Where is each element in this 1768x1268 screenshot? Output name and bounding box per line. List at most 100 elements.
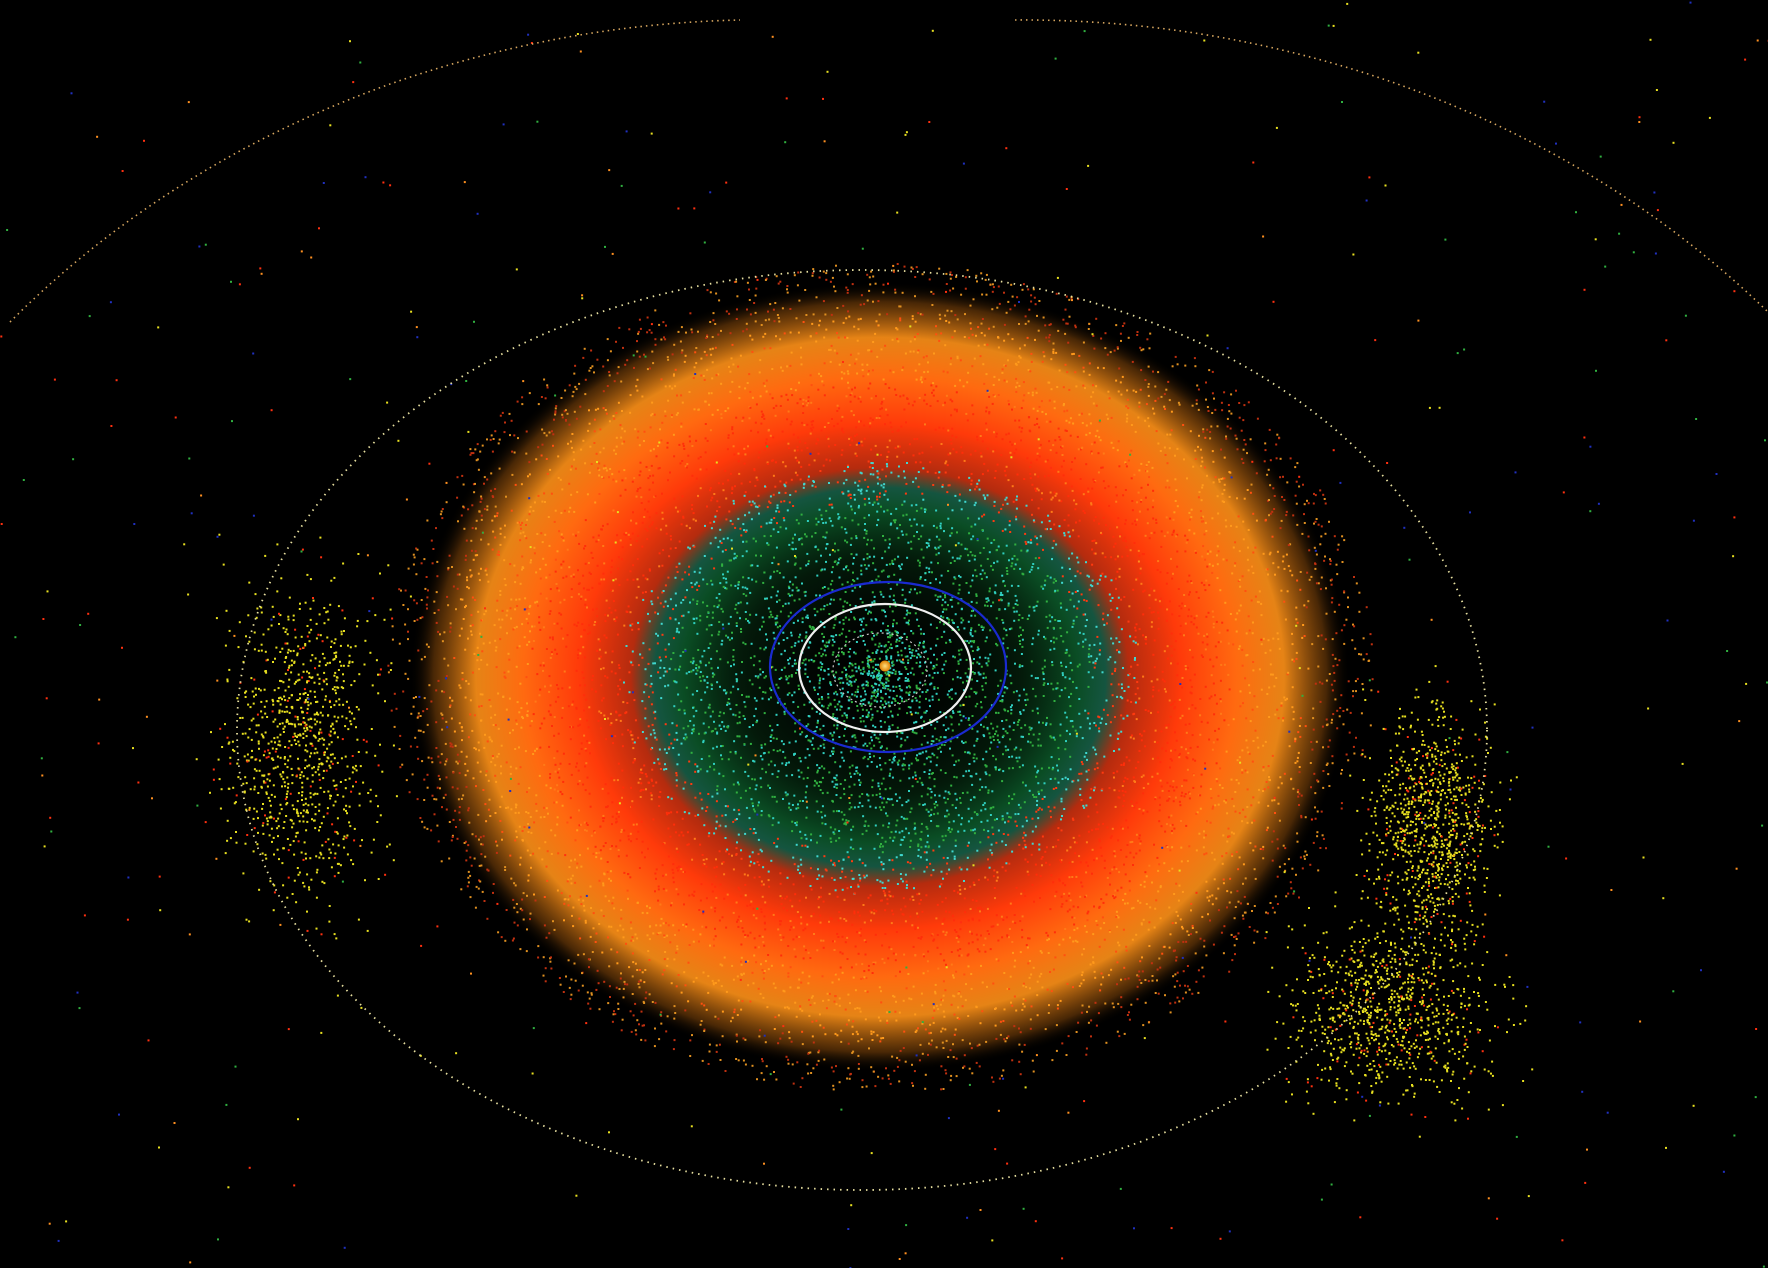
asteroid bbox=[715, 935, 717, 937]
asteroid bbox=[1266, 474, 1268, 476]
asteroid bbox=[609, 420, 611, 422]
asteroid bbox=[623, 830, 625, 832]
asteroid bbox=[1033, 901, 1035, 903]
asteroid bbox=[943, 918, 945, 920]
asteroid bbox=[960, 649, 962, 651]
asteroid bbox=[989, 588, 991, 590]
asteroid bbox=[466, 756, 468, 758]
asteroid bbox=[1185, 780, 1187, 782]
asteroid bbox=[938, 539, 940, 541]
asteroid bbox=[1125, 946, 1127, 948]
asteroid bbox=[1248, 615, 1250, 617]
asteroid bbox=[936, 627, 938, 629]
asteroid bbox=[802, 621, 804, 623]
asteroid bbox=[720, 728, 722, 730]
asteroid bbox=[1236, 612, 1238, 614]
asteroid bbox=[1069, 733, 1071, 735]
asteroid bbox=[881, 900, 883, 902]
asteroid bbox=[1213, 741, 1215, 743]
asteroid bbox=[1125, 856, 1127, 858]
asteroid bbox=[995, 712, 997, 714]
asteroid bbox=[812, 737, 814, 739]
asteroid bbox=[431, 540, 433, 542]
asteroid bbox=[750, 743, 752, 745]
asteroid bbox=[933, 293, 935, 295]
asteroid bbox=[915, 775, 917, 777]
asteroid bbox=[1049, 735, 1051, 737]
asteroid bbox=[1296, 760, 1298, 762]
asteroid bbox=[805, 897, 807, 899]
asteroid bbox=[851, 966, 853, 968]
asteroid bbox=[646, 530, 648, 532]
asteroid bbox=[983, 829, 985, 831]
asteroid bbox=[1171, 832, 1173, 834]
asteroid bbox=[1076, 616, 1078, 618]
asteroid bbox=[1269, 649, 1271, 651]
asteroid bbox=[868, 370, 870, 372]
asteroid bbox=[833, 862, 835, 864]
asteroid bbox=[830, 599, 832, 601]
asteroid bbox=[1249, 630, 1251, 632]
asteroid bbox=[423, 779, 425, 781]
asteroid bbox=[540, 532, 542, 534]
asteroid bbox=[1030, 974, 1032, 976]
asteroid bbox=[1205, 616, 1207, 618]
asteroid bbox=[424, 826, 426, 828]
asteroid bbox=[914, 1013, 916, 1015]
asteroid bbox=[713, 867, 715, 869]
asteroid bbox=[809, 680, 811, 682]
asteroid bbox=[641, 700, 643, 702]
asteroid bbox=[834, 699, 836, 701]
asteroid bbox=[1068, 299, 1070, 301]
asteroid bbox=[410, 713, 412, 715]
asteroid bbox=[736, 318, 738, 320]
asteroid bbox=[904, 753, 906, 755]
asteroid bbox=[976, 850, 978, 852]
asteroid bbox=[1091, 549, 1093, 551]
asteroid bbox=[1338, 604, 1340, 606]
asteroid bbox=[947, 857, 949, 859]
asteroid bbox=[1005, 719, 1007, 721]
asteroid bbox=[751, 339, 753, 341]
asteroid bbox=[860, 304, 862, 306]
asteroid bbox=[1164, 447, 1166, 449]
asteroid bbox=[873, 491, 875, 493]
asteroid bbox=[1037, 601, 1039, 603]
asteroid bbox=[705, 451, 707, 453]
asteroid bbox=[560, 791, 562, 793]
asteroid bbox=[1146, 338, 1148, 340]
asteroid bbox=[939, 596, 941, 598]
asteroid bbox=[1049, 614, 1051, 616]
asteroid bbox=[1181, 926, 1183, 928]
asteroid bbox=[622, 929, 624, 931]
asteroid bbox=[817, 748, 819, 750]
asteroid bbox=[885, 490, 887, 492]
asteroid bbox=[935, 645, 937, 647]
asteroid bbox=[789, 657, 791, 659]
asteroid bbox=[1013, 793, 1015, 795]
asteroid bbox=[1151, 532, 1153, 534]
asteroid bbox=[826, 436, 828, 438]
asteroid bbox=[1122, 790, 1124, 792]
asteroid bbox=[1357, 678, 1359, 680]
asteroid bbox=[558, 590, 560, 592]
asteroid bbox=[1052, 846, 1054, 848]
asteroid bbox=[441, 806, 443, 808]
asteroid bbox=[507, 807, 509, 809]
asteroid bbox=[1095, 542, 1097, 544]
asteroid bbox=[582, 646, 584, 648]
asteroid bbox=[647, 848, 649, 850]
asteroid bbox=[715, 876, 717, 878]
asteroid bbox=[970, 551, 972, 553]
asteroid bbox=[836, 774, 838, 776]
asteroid bbox=[697, 649, 699, 651]
asteroid bbox=[761, 411, 763, 413]
asteroid bbox=[1209, 563, 1211, 565]
asteroid bbox=[572, 875, 574, 877]
asteroid bbox=[636, 838, 638, 840]
asteroid bbox=[1034, 488, 1036, 490]
asteroid bbox=[876, 417, 878, 419]
asteroid bbox=[866, 490, 868, 492]
asteroid bbox=[894, 389, 896, 391]
asteroid bbox=[1265, 449, 1267, 451]
